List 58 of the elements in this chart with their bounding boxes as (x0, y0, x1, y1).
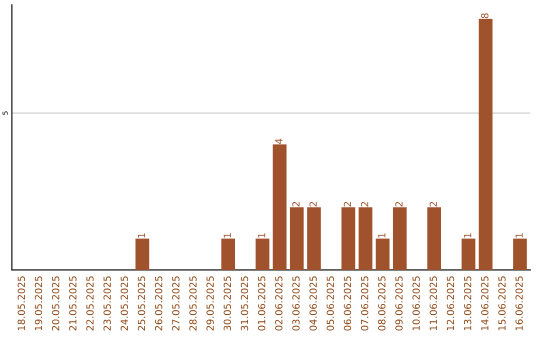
x-tick-label: 22.05.2025 (86, 276, 94, 330)
data-label: 2 (344, 202, 352, 206)
data-label: 4 (275, 138, 282, 144)
bar (427, 207, 442, 270)
bar (392, 207, 407, 270)
x-tick-label: 14.06.2025 (481, 276, 488, 330)
x-tick-label: 07.06.2025 (360, 276, 368, 331)
x-tick-label: 15.06.2025 (498, 276, 506, 330)
x-tick-label: 02.06.2025 (275, 276, 282, 331)
bar (290, 207, 304, 270)
x-tick-label: 06.06.2025 (344, 276, 352, 331)
data-label: 2 (430, 202, 437, 206)
data-label: 1 (464, 233, 472, 238)
data-label: 1 (258, 233, 266, 238)
x-tick-label: 25.05.2025 (138, 276, 146, 330)
data-label: 2 (395, 202, 403, 206)
x-tick-label: 11.06.2025 (430, 276, 437, 330)
data-label: 2 (309, 202, 317, 206)
data-label: 1 (516, 233, 523, 238)
x-tick-label: 12.06.2025 (446, 276, 454, 330)
bar (462, 238, 476, 270)
bar (272, 144, 287, 270)
x-tick-label: 21.05.2025 (69, 276, 76, 330)
x-tick-label: 23.05.2025 (103, 276, 111, 330)
x-tick-label: 19.05.2025 (34, 276, 42, 330)
x-tick-label: 08.06.2025 (378, 276, 386, 331)
bar (478, 18, 493, 270)
x-tick-label: 03.06.2025 (292, 276, 300, 331)
x-tick-label: 20.05.2025 (52, 276, 60, 330)
x-tick-label: 09.06.2025 (395, 276, 403, 331)
bar (135, 238, 150, 270)
bar (256, 238, 270, 270)
x-tick-label: 13.06.2025 (464, 276, 472, 330)
x-tick-label: 01.06.2025 (258, 276, 266, 331)
data-label: 8 (481, 13, 488, 18)
bar (221, 238, 236, 270)
x-tick-label: 10.06.2025 (412, 276, 420, 330)
x-tick-label: 29.05.2025 (206, 276, 214, 330)
data-label: 1 (378, 233, 386, 238)
data-label: 2 (292, 202, 300, 206)
x-tick-label: 24.05.2025 (120, 276, 128, 330)
bar (341, 207, 356, 270)
x-tick-label: 16.06.2025 (515, 276, 523, 330)
bar (358, 207, 372, 270)
bar (307, 207, 321, 270)
bar (513, 238, 527, 270)
x-tick-label: 30.05.2025 (224, 276, 231, 330)
data-label: 1 (224, 233, 231, 238)
x-tick-label: 28.05.2025 (189, 276, 197, 330)
x-tick-label: 26.05.2025 (154, 276, 162, 330)
x-tick-label: 04.06.2025 (309, 276, 317, 331)
data-label: 1 (138, 233, 146, 238)
data-label: 2 (360, 202, 368, 206)
x-tick-label: 27.05.2025 (172, 276, 180, 330)
x-tick-label: 18.05.2025 (18, 276, 25, 330)
x-tick-label: 05.06.2025 (326, 276, 334, 331)
bar (376, 238, 390, 270)
x-tick-label: 31.05.2025 (240, 276, 248, 330)
